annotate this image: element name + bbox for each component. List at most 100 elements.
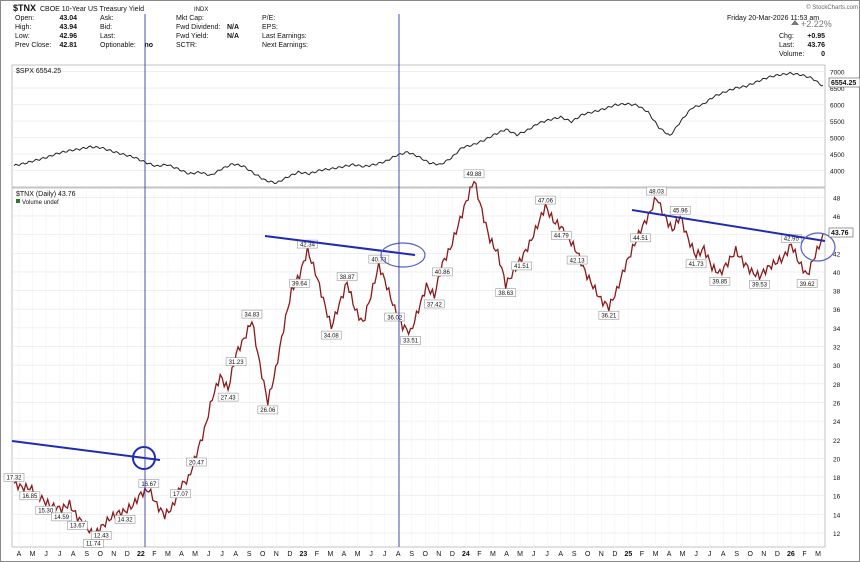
tnx-xtick: J bbox=[532, 551, 536, 558]
quote-label: Last: bbox=[779, 42, 794, 49]
price-annotation-text: 12.43 bbox=[94, 534, 110, 540]
tnx-xtick: J bbox=[694, 551, 698, 558]
symbol-label: $TNX bbox=[13, 3, 36, 13]
quote-col-bidask: Ask: Bid: Last: Optionable: no bbox=[100, 15, 153, 49]
price-annotation-text: 39.85 bbox=[712, 280, 728, 286]
price-annotation-text: 16.67 bbox=[141, 482, 157, 488]
price-annotation: 38.87 bbox=[336, 272, 358, 281]
price-annotation: 40.73 bbox=[368, 254, 390, 263]
price-annotation: 15.30 bbox=[35, 505, 57, 515]
price-annotation-text: 13.67 bbox=[70, 524, 86, 530]
price-annotation-text: 15.30 bbox=[38, 509, 54, 515]
tnx-xtick: M bbox=[490, 551, 496, 558]
price-annotation: 26.06 bbox=[257, 405, 279, 415]
price-annotation: 38.63 bbox=[495, 288, 517, 297]
tnx-ytick: 28 bbox=[833, 382, 841, 389]
tnx-xtick: D bbox=[450, 551, 455, 558]
price-annotation: 33.51 bbox=[400, 336, 421, 345]
price-annotation-text: 17.07 bbox=[173, 492, 189, 498]
price-annotation: 31.23 bbox=[225, 357, 247, 366]
tnx-xtick: D bbox=[775, 551, 780, 558]
volume-legend-swatch bbox=[16, 199, 20, 203]
quote-label: EPS: bbox=[262, 24, 278, 31]
price-annotation: 11.74 bbox=[83, 539, 104, 548]
price-annotation: 47.06 bbox=[535, 195, 556, 204]
price-annotation: 42.34 bbox=[297, 239, 318, 248]
quote-label: Volume: bbox=[779, 51, 804, 58]
tnx-xtick: A bbox=[504, 551, 509, 558]
price-annotation: 16.67 bbox=[138, 479, 160, 488]
tnx-ytick: 36 bbox=[833, 307, 841, 314]
tnx-xtick: J bbox=[207, 551, 211, 558]
quote-label: Low: bbox=[15, 33, 30, 40]
tnx-ytick: 40 bbox=[833, 270, 841, 277]
tnx-ytick: 48 bbox=[833, 195, 841, 202]
tnx-xtick: M bbox=[653, 551, 659, 558]
tnx-xtick: N bbox=[274, 551, 279, 558]
spx-last-label: 6554.25 bbox=[828, 77, 860, 88]
spx-last-value: 6554.25 bbox=[831, 80, 856, 87]
tnx-ytick: 42 bbox=[833, 251, 841, 258]
tnx-xtick: A bbox=[71, 551, 76, 558]
quote-label: Next Earnings: bbox=[262, 42, 308, 49]
tnx-series-line bbox=[13, 180, 824, 542]
tnx-xtick: 25 bbox=[625, 551, 633, 558]
tnx-xtick: O bbox=[260, 551, 266, 558]
tnx-xtick: A bbox=[342, 551, 347, 558]
trendline-2023 bbox=[264, 235, 416, 256]
price-annotation: 44.51 bbox=[630, 233, 651, 243]
price-annotation: 42.95 bbox=[780, 234, 802, 243]
quote-value: 0 bbox=[821, 51, 825, 58]
quote-value: +0.95 bbox=[807, 33, 825, 40]
price-annotation: 49.88 bbox=[463, 169, 485, 178]
tnx-xtick: S bbox=[572, 551, 577, 558]
spx-ytick: 4000 bbox=[830, 169, 845, 176]
tnx-xtick: S bbox=[247, 551, 252, 558]
tnx-ytick: 16 bbox=[833, 494, 841, 501]
spx-ytick: 7000 bbox=[830, 70, 845, 77]
quote-value: N/A bbox=[227, 24, 239, 31]
price-annotation: 14.32 bbox=[114, 515, 136, 524]
price-annotation-text: 33.51 bbox=[403, 339, 419, 345]
tnx-xtick: F bbox=[802, 551, 806, 558]
quote-value: 42.96 bbox=[59, 33, 77, 40]
quote-label: Last: bbox=[100, 33, 115, 40]
price-annotation-text: 36.02 bbox=[387, 315, 403, 321]
price-annotation-text: 42.13 bbox=[570, 258, 586, 264]
tnx-xtick: 24 bbox=[462, 551, 470, 558]
price-annotation: 34.83 bbox=[241, 309, 263, 318]
tnx-xtick: M bbox=[517, 551, 523, 558]
tnx-xtick: F bbox=[477, 551, 481, 558]
price-annotation-text: 47.06 bbox=[538, 198, 554, 204]
quote-label: High: bbox=[15, 24, 31, 31]
tnx-xtick: D bbox=[612, 551, 617, 558]
tnx-panel-border bbox=[11, 187, 826, 548]
price-annotation: 41.73 bbox=[685, 259, 707, 268]
price-annotation: 14.59 bbox=[51, 512, 72, 522]
tnx-xtick: M bbox=[355, 551, 361, 558]
price-annotation-text: 42.95 bbox=[784, 237, 800, 243]
quote-col-cap: Mkt Cap: Fwd Dividend: N/A Fwd Yield: N/A SCT… bbox=[176, 15, 239, 49]
spx-series-line bbox=[13, 71, 824, 185]
tnx-xtick: M bbox=[815, 551, 821, 558]
tnx-xtick: S bbox=[734, 551, 739, 558]
tnx-xtick: A bbox=[179, 551, 184, 558]
tnx-ytick: 24 bbox=[833, 419, 841, 426]
price-annotation: 27.43 bbox=[217, 392, 239, 401]
tnx-ytick: 20 bbox=[833, 456, 841, 463]
quote-label: Last Earnings: bbox=[262, 33, 307, 40]
price-annotation-text: 17.32 bbox=[6, 476, 22, 482]
price-annotation-text: 34.08 bbox=[324, 333, 340, 339]
price-annotation: 36.21 bbox=[598, 310, 620, 320]
tnx-xtick: J bbox=[545, 551, 549, 558]
tnx-xtick: O bbox=[423, 551, 429, 558]
price-annotation-text: 20.47 bbox=[189, 460, 205, 466]
price-annotation-text: 45.96 bbox=[673, 209, 689, 215]
price-annotation: 39.62 bbox=[796, 279, 818, 288]
spx-ytick: 6000 bbox=[830, 103, 845, 110]
tnx-xtick: M bbox=[328, 551, 334, 558]
tnx-xtick: J bbox=[220, 551, 224, 558]
quote-value: 42.81 bbox=[59, 42, 77, 49]
